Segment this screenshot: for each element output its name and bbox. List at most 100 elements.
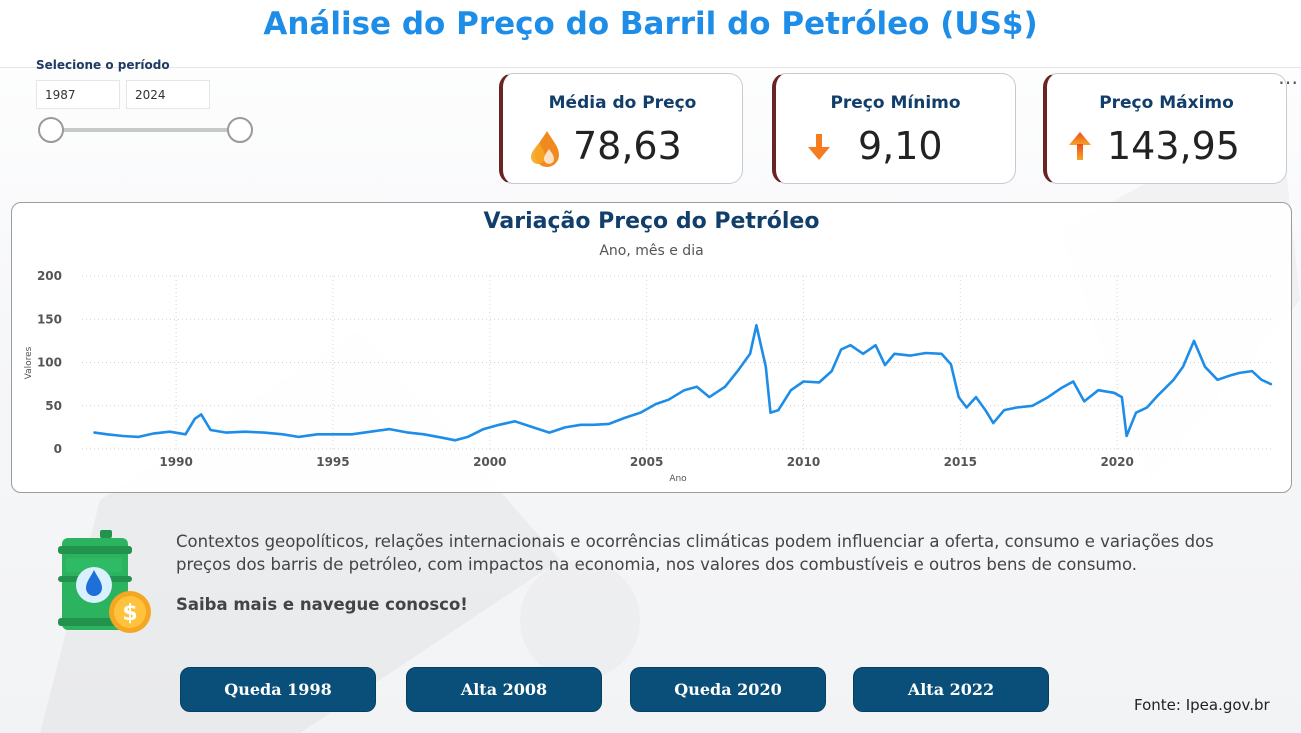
- price-data-point: [388, 428, 391, 431]
- price-data-point: [1229, 374, 1231, 377]
- slicer-label: Selecione o período: [36, 58, 170, 72]
- price-data-point: [1251, 370, 1253, 373]
- price-data-point: [1157, 394, 1159, 397]
- price-data-point: [1193, 339, 1195, 342]
- price-series-line: [93, 324, 1273, 442]
- price-data-point: [830, 370, 833, 373]
- price-data-point: [769, 411, 772, 414]
- price-data-point: [209, 429, 212, 431]
- slider-track[interactable]: [50, 128, 240, 132]
- info-cta: Saiba mais e navegue conosco!: [176, 595, 468, 614]
- kpi-card-average: Média do Preço 78,63: [499, 73, 743, 184]
- y-tick-label: 50: [45, 399, 62, 413]
- kpi-title: Média do Preço: [548, 93, 697, 113]
- price-data-point: [1238, 371, 1241, 374]
- x-tick-label: 1990: [159, 455, 192, 469]
- y-tick-label: 100: [37, 356, 62, 370]
- slider-end-handle[interactable]: [227, 117, 253, 143]
- chart-subtitle: Ano, mês e dia: [599, 243, 704, 259]
- x-tick-label: 1995: [316, 455, 349, 469]
- queda-1998-button[interactable]: Queda 1998: [180, 667, 376, 712]
- x-tick-label: 2015: [944, 455, 977, 469]
- x-tick-label: 2020: [1100, 455, 1133, 469]
- price-data-point: [153, 432, 156, 435]
- price-data-point: [297, 435, 300, 438]
- price-data-point: [884, 364, 886, 366]
- price-data-point: [874, 344, 877, 347]
- price-data-point: [924, 352, 927, 354]
- price-data-point: [695, 385, 698, 388]
- price-data-point: [1003, 409, 1006, 411]
- y-tick-label: 200: [37, 269, 62, 283]
- kpi-value: 78,63: [573, 124, 682, 168]
- price-data-point: [724, 385, 726, 388]
- price-data-point: [893, 352, 896, 355]
- period-slicer: Selecione o período 1987 2024: [36, 58, 266, 143]
- price-data-point: [1015, 406, 1018, 409]
- alta-2022-button[interactable]: Alta 2022: [853, 667, 1049, 712]
- price-data-point: [1216, 378, 1219, 381]
- alta-2008-button[interactable]: Alta 2008: [406, 667, 602, 712]
- x-tick-label: 2000: [473, 455, 506, 469]
- price-data-point: [755, 324, 758, 327]
- price-data-point: [862, 352, 864, 355]
- more-options-icon[interactable]: ⋯: [1278, 70, 1299, 94]
- price-data-point: [849, 344, 852, 347]
- price-data-point: [1047, 396, 1050, 398]
- price-data-point: [975, 396, 977, 398]
- header-band: [0, 0, 1301, 68]
- end-year-input[interactable]: 2024: [126, 80, 210, 109]
- price-data-point: [513, 420, 516, 423]
- slider-start-handle[interactable]: [38, 117, 64, 143]
- kpi-card-maximum: Preço Máximo 143,95: [1043, 73, 1287, 184]
- oil-barrel-dollar-icon: $: [58, 530, 151, 633]
- price-data-point: [957, 396, 960, 398]
- price-data-point: [244, 430, 247, 433]
- oil-drops-icon: [531, 131, 559, 167]
- price-data-point: [667, 398, 670, 401]
- y-tick-label: 150: [37, 312, 62, 326]
- chart-card: Variação Preço do Petróleo Ano, mês e di…: [11, 202, 1292, 493]
- price-data-point: [708, 396, 711, 398]
- price-data-point: [1072, 380, 1075, 383]
- price-data-point: [121, 435, 124, 437]
- price-data-point: [608, 423, 610, 425]
- price-data-point: [683, 389, 686, 392]
- price-data-point: [1113, 391, 1115, 394]
- price-data-point: [1135, 411, 1137, 414]
- start-year-input[interactable]: 1987: [36, 80, 120, 109]
- price-data-point: [1260, 378, 1263, 381]
- price-data-point: [93, 431, 96, 434]
- price-data-point: [984, 409, 987, 411]
- price-data-point: [168, 430, 171, 433]
- price-data-point: [407, 431, 410, 434]
- price-data-point: [1182, 365, 1184, 368]
- price-data-point: [564, 426, 566, 429]
- price-data-point: [225, 431, 228, 434]
- price-data-point: [466, 435, 469, 438]
- price-data-point: [940, 352, 943, 355]
- kpi-card-minimum: Preço Mínimo 9,10: [772, 73, 1016, 184]
- source-note: Fonte: Ipea.gov.br: [1134, 696, 1270, 714]
- price-data-point: [1204, 365, 1206, 368]
- arrow-down-icon: [808, 134, 830, 160]
- price-data-point: [764, 365, 767, 368]
- price-data-point: [579, 423, 582, 426]
- x-tick-label: 2005: [630, 455, 663, 469]
- price-data-point: [332, 433, 334, 436]
- queda-2020-button[interactable]: Queda 2020: [630, 667, 826, 712]
- price-data-point: [423, 433, 425, 436]
- price-data-point: [1172, 378, 1175, 381]
- price-data-point: [1083, 400, 1086, 403]
- price-data-point: [498, 423, 501, 426]
- x-axis-label: Ano: [669, 474, 687, 484]
- price-data-point: [1120, 396, 1123, 398]
- price-data-point: [482, 428, 485, 431]
- price-data-point: [529, 425, 532, 428]
- x-tick-label: 2010: [787, 455, 820, 469]
- kpi-value: 9,10: [858, 124, 943, 168]
- page-title: Análise do Preço do Barril do Petróleo (…: [263, 6, 1038, 42]
- kpi-title: Preço Mínimo: [830, 93, 961, 113]
- price-data-point: [749, 352, 752, 355]
- price-data-point: [802, 380, 805, 383]
